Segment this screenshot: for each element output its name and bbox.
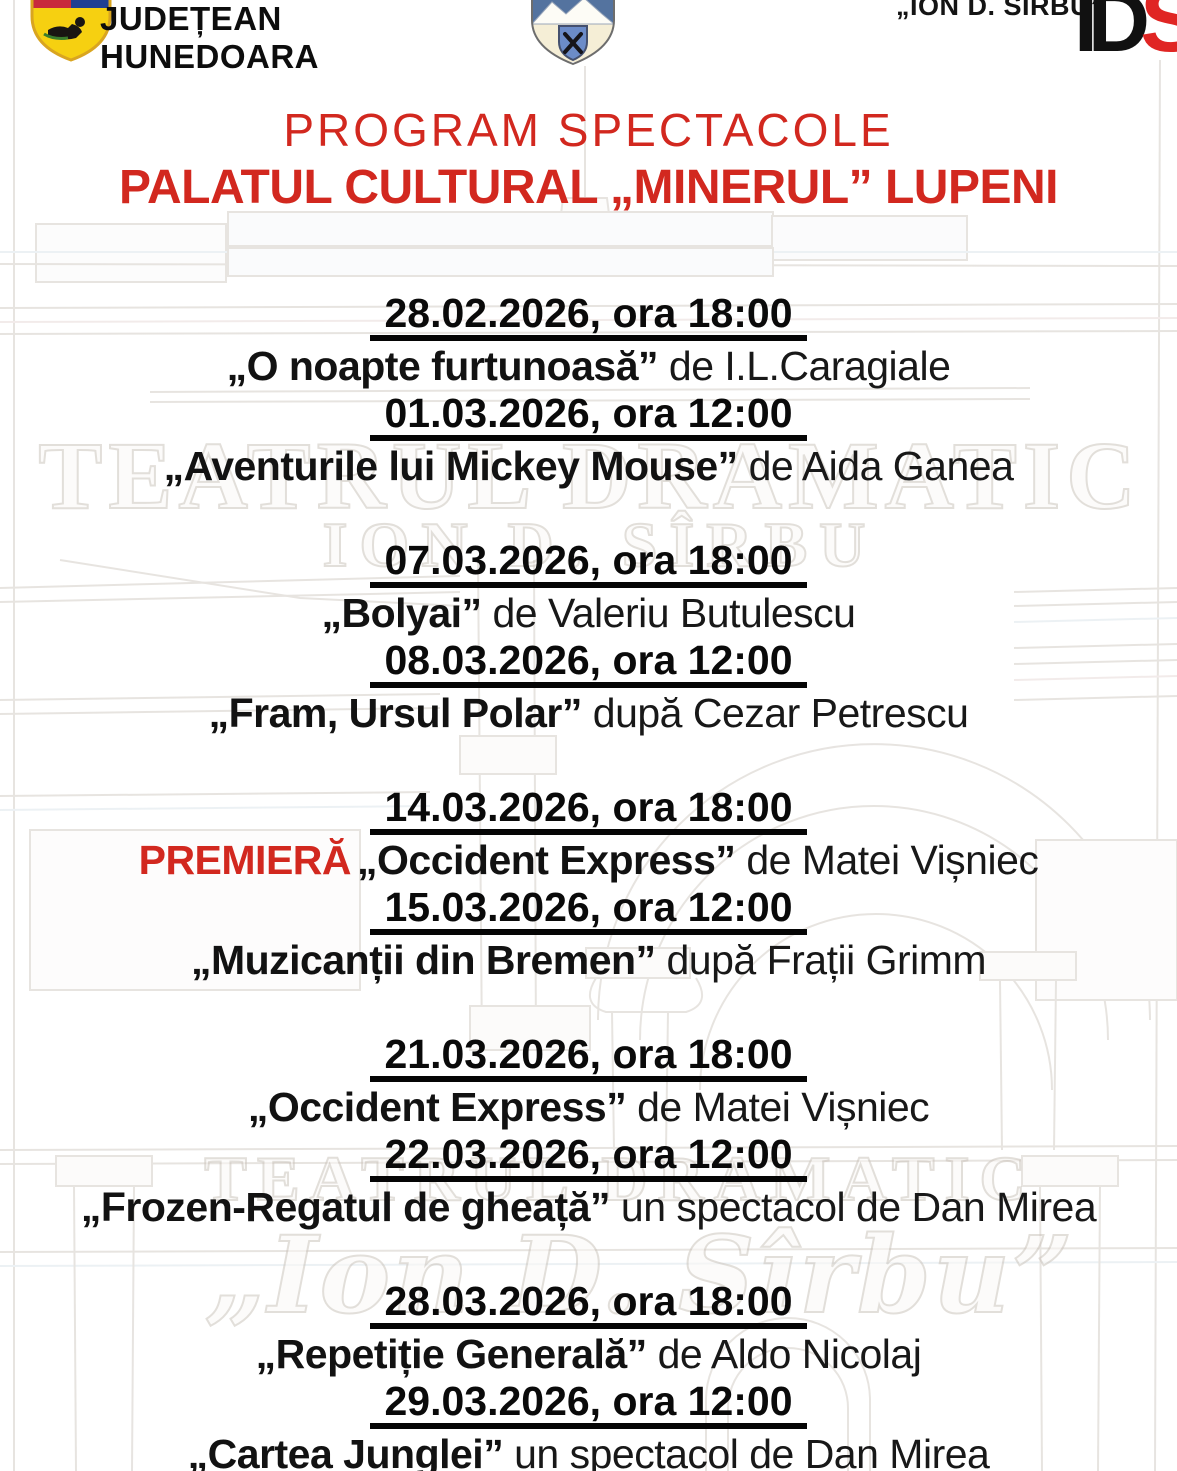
show-entry: „O noapte furtunoasă” de I.L.Caragiale [226, 343, 951, 389]
show-entry: „Bolyai” de Valeriu Butulescu [321, 590, 856, 636]
council-name: JUDEȚEAN HUNEDOARA [100, 0, 319, 76]
poster-title-line1: PROGRAM SPECTACOLE [283, 104, 894, 156]
schedule-group: 28.03.2026, ora 18:00 „Repetiție General… [0, 1279, 1177, 1471]
poster-title-line2: PALATUL CULTURAL „MINERUL” LUPENI [119, 161, 1059, 214]
show-date: 22.03.2026, ora 12:00 [0, 1132, 1177, 1182]
show-entry: „Repetiție Generală” de Aldo Nicolaj [255, 1331, 922, 1377]
council-name-line1: JUDEȚEAN [100, 0, 282, 37]
ids-logo: IDS [1074, 0, 1177, 66]
show-date: 01.03.2026, ora 12:00 [0, 391, 1177, 441]
show-date: 28.03.2026, ora 18:00 [0, 1279, 1177, 1329]
show-entry: „Aventurile lui Mickey Mouse” de Aida Ga… [163, 443, 1014, 489]
council-name-line2: HUNEDOARA [100, 38, 319, 75]
ids-logo-id: ID [1074, 0, 1150, 70]
show-date: 15.03.2026, ora 12:00 [0, 885, 1177, 935]
lupeni-coat-of-arms [531, 0, 615, 66]
hunedoara-coat-of-arms [30, 0, 112, 62]
show-entry: PREMIERĂ „Occident Express” de Matei Vișn… [138, 837, 1039, 883]
poster-title: PROGRAM SPECTACOLE PALATUL CULTURAL „MIN… [0, 102, 1177, 216]
show-entry: „Cartea Junglei” un spectacol de Dan Mir… [187, 1431, 990, 1471]
show-date: 29.03.2026, ora 12:00 [0, 1379, 1177, 1429]
show-date: 08.03.2026, ora 12:00 [0, 638, 1177, 688]
show-entry: „Muzicanții din Bremen” după Frații Grim… [190, 937, 987, 983]
schedule-group: 14.03.2026, ora 18:00 PREMIERĂ „Occident … [0, 785, 1177, 985]
show-date: 14.03.2026, ora 18:00 [0, 785, 1177, 835]
show-entry: „Fram, Ursul Polar” după Cezar Petrescu [208, 690, 969, 736]
theatre-name: „ION D. SÎRBU” [896, 0, 1105, 21]
show-entry: „Frozen-Regatul de gheață” un spectacol … [80, 1184, 1097, 1230]
show-date: 07.03.2026, ora 18:00 [0, 538, 1177, 588]
schedule-group: 07.03.2026, ora 18:00 „Bolyai” de Valeri… [0, 538, 1177, 738]
schedule: 28.02.2026, ora 18:00 „O noapte furtunoa… [0, 291, 1177, 1471]
show-date: 28.02.2026, ora 18:00 [0, 291, 1177, 341]
premiere-badge: PREMIERĂ [138, 837, 352, 883]
show-entry: „Occident Express” de Matei Vișniec [247, 1084, 930, 1130]
ids-logo-s: S [1140, 0, 1177, 71]
schedule-group: 28.02.2026, ora 18:00 „O noapte furtunoa… [0, 291, 1177, 491]
show-date: 21.03.2026, ora 18:00 [0, 1032, 1177, 1082]
schedule-group: 21.03.2026, ora 18:00 „Occident Express”… [0, 1032, 1177, 1232]
